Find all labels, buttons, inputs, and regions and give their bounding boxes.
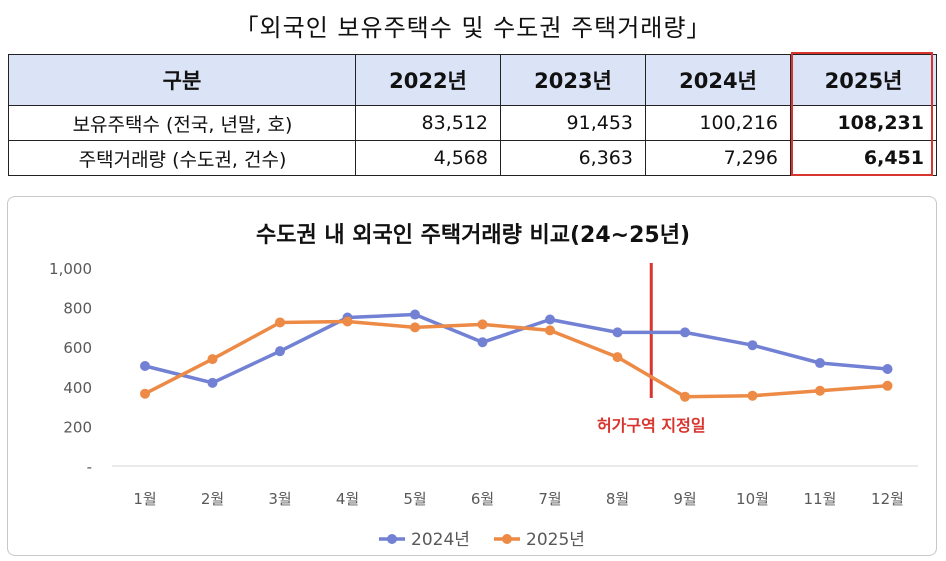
chart-title: 수도권 내 외국인 주택거래량 비교(24~25년) (256, 223, 690, 248)
x-tick-label: 9월 (673, 490, 696, 508)
data-point (410, 322, 420, 333)
table-header-row: 구분 2022년 2023년 2024년 2025년 (8, 54, 937, 106)
stats-table: 구분 2022년 2023년 2024년 2025년 보유주택수 (전국, 년말… (8, 54, 937, 176)
data-point (477, 319, 488, 330)
x-tick-label: 4월 (336, 490, 359, 508)
data-point (680, 327, 690, 338)
x-tick-label: 5월 (403, 490, 426, 508)
x-tick-label: 8월 (606, 490, 629, 508)
legend-swatch-marker (502, 534, 512, 544)
header-2023: 2023년 (500, 54, 646, 106)
x-tick-label: 2월 (201, 490, 224, 508)
table-row: 주택거래량 (수도권, 건수) 4,568 6,363 7,296 6,451 (8, 140, 937, 176)
data-point (140, 388, 150, 399)
data-point (545, 314, 555, 325)
data-point (545, 325, 555, 336)
data-point (747, 340, 758, 351)
table-cell: 83,512 (355, 105, 501, 141)
y-tick-label: 600 (63, 339, 92, 357)
series-line (143, 312, 890, 385)
table-row: 보유주택수 (전국, 년말, 호) 83,512 91,453 100,216 … (8, 105, 937, 141)
row-label: 보유주택수 (전국, 년말, 호) (8, 105, 356, 141)
legend-label: 2025년 (526, 530, 585, 550)
series-line (143, 319, 890, 399)
y-tick-label: - (87, 458, 92, 476)
legend-swatch-marker (387, 534, 397, 544)
data-point (815, 385, 825, 396)
row-label: 주택거래량 (수도권, 건수) (8, 140, 356, 176)
table-cell: 4,568 (355, 140, 501, 176)
x-tick-label: 12월 (871, 490, 904, 508)
table-cell: 6,363 (500, 140, 646, 176)
x-tick-label: 11월 (804, 490, 837, 508)
data-point (680, 391, 690, 402)
y-tick-label: 1,000 (49, 260, 92, 278)
table-cell: 91,453 (500, 105, 646, 141)
table-cell-highlight: 108,231 (790, 105, 937, 141)
data-point (207, 377, 218, 388)
data-point (275, 317, 285, 328)
data-point (882, 380, 893, 391)
header-2025: 2025년 (790, 54, 937, 106)
data-point (477, 337, 488, 348)
y-tick-label: 200 (63, 418, 92, 436)
data-point (275, 346, 285, 357)
x-tick-label: 6월 (471, 490, 494, 508)
y-tick-label: 400 (63, 379, 92, 397)
legend-label: 2024년 (411, 530, 470, 550)
chart-frame (7, 196, 937, 556)
data-point (612, 352, 623, 363)
data-point (140, 361, 150, 372)
data-point (815, 358, 825, 369)
data-point (612, 327, 623, 338)
x-tick-label: 7월 (538, 490, 561, 508)
y-tick-label: 800 (63, 300, 92, 318)
x-tick-label: 10월 (736, 490, 769, 508)
x-tick-label: 1월 (133, 490, 156, 508)
page-title: 「외국인 보유주택수 및 수도권 주택거래량」 (234, 14, 712, 42)
x-tick-label: 3월 (268, 490, 291, 508)
data-point (207, 354, 218, 365)
header-2022: 2022년 (355, 54, 501, 106)
header-category: 구분 (8, 54, 356, 106)
table-cell: 100,216 (645, 105, 791, 141)
data-point (342, 316, 353, 327)
data-point (410, 309, 420, 320)
annotation-label: 허가구역 지정일 (597, 416, 706, 435)
data-point (747, 390, 758, 401)
data-point (882, 363, 893, 374)
